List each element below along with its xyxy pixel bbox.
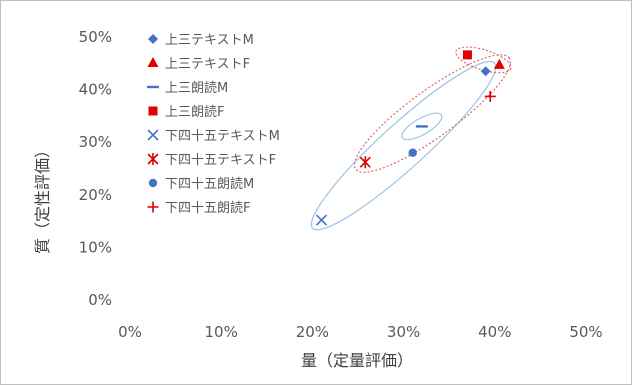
dash-marker: [415, 125, 428, 128]
legend: 上三テキストM 上三テキストF 上三朗読M 上三朗読F 下四十五テキストM 下四十五テキス…: [147, 33, 280, 216]
y-tick-label: 30%: [79, 133, 112, 151]
triangle-marker: [493, 58, 505, 69]
legend-marker: [147, 85, 159, 89]
x-tick-label: 40%: [478, 323, 511, 341]
legend-marker: [147, 153, 159, 165]
square-marker: [148, 106, 158, 116]
legend-item: 下四十五朗読M: [148, 176, 254, 192]
x-marker: [315, 214, 328, 226]
data-point: [415, 125, 428, 128]
asterisk-marker: [147, 153, 159, 165]
legend-marker: [147, 129, 159, 141]
x-tick-label: 0%: [118, 323, 142, 341]
legend-label: 上三テキストM: [165, 33, 254, 48]
y-tick-label: 0%: [88, 291, 112, 309]
y-tick-label: 40%: [79, 81, 112, 99]
asterisk-marker: [359, 156, 371, 169]
legend-item: 下四十五テキストF: [147, 153, 276, 168]
legend-item: 上三朗読M: [147, 80, 228, 96]
x-tick-label: 50%: [569, 323, 602, 341]
legend-label: 下四十五朗読M: [165, 176, 254, 192]
legend-label: 上三朗読M: [165, 80, 228, 96]
legend-item: 上三テキストM: [148, 33, 254, 48]
x-tick-label: 20%: [296, 323, 329, 341]
data-point: [480, 66, 491, 77]
x-tick-label: 10%: [205, 323, 238, 341]
legend-label: 上三テキストF: [165, 57, 250, 72]
y-axis-title: 質（定性評価）: [33, 142, 52, 254]
data-point: [462, 50, 472, 60]
y-tick-label: 50%: [79, 28, 112, 46]
triangle-marker: [147, 57, 159, 67]
legend-marker: [148, 106, 158, 116]
circle-marker: [148, 178, 158, 188]
y-tick-label: 20%: [79, 186, 112, 204]
plus-marker: [147, 201, 159, 213]
legend-label: 下四十五テキストF: [165, 153, 276, 168]
data-point: [408, 148, 417, 157]
data-point: [484, 90, 496, 102]
legend-marker: [147, 57, 159, 67]
legend-item: 上三テキストF: [147, 57, 250, 72]
ellipse-上三: [455, 46, 512, 74]
y-tick-label: 10%: [79, 238, 112, 256]
legend-label: 上三朗読F: [165, 104, 224, 120]
square-marker: [462, 50, 472, 60]
diamond-marker: [480, 66, 491, 77]
x-axis-title: 量（定量評価）: [301, 351, 413, 370]
x-marker: [147, 129, 159, 141]
tick-labels: 0% 10% 20% 30% 40% 50% 0% 10% 20% 30% 40% 50%: [79, 28, 603, 341]
dash-marker: [147, 85, 159, 89]
legend-marker: [147, 201, 159, 213]
ellipse-M: [310, 60, 497, 231]
ellipse-F: [353, 54, 511, 173]
ellipse-上三朗読M: [401, 112, 443, 141]
grouping-ellipses: [310, 46, 512, 231]
diamond-marker: [148, 34, 158, 44]
legend-label: 下四十五朗読F: [165, 200, 250, 216]
plus-marker: [484, 90, 496, 102]
data-points: [315, 50, 505, 226]
legend-item: 下四十五朗読F: [147, 200, 250, 216]
x-tick-label: 30%: [387, 323, 420, 341]
legend-marker: [148, 178, 158, 188]
data-point: [359, 156, 371, 169]
legend-marker: [148, 34, 158, 44]
legend-label: 下四十五テキストM: [165, 129, 280, 144]
legend-item: 下四十五テキストM: [147, 129, 280, 144]
data-point: [493, 58, 505, 69]
data-point: [315, 214, 328, 226]
circle-marker: [408, 148, 417, 157]
legend-item: 上三朗読F: [148, 104, 224, 120]
